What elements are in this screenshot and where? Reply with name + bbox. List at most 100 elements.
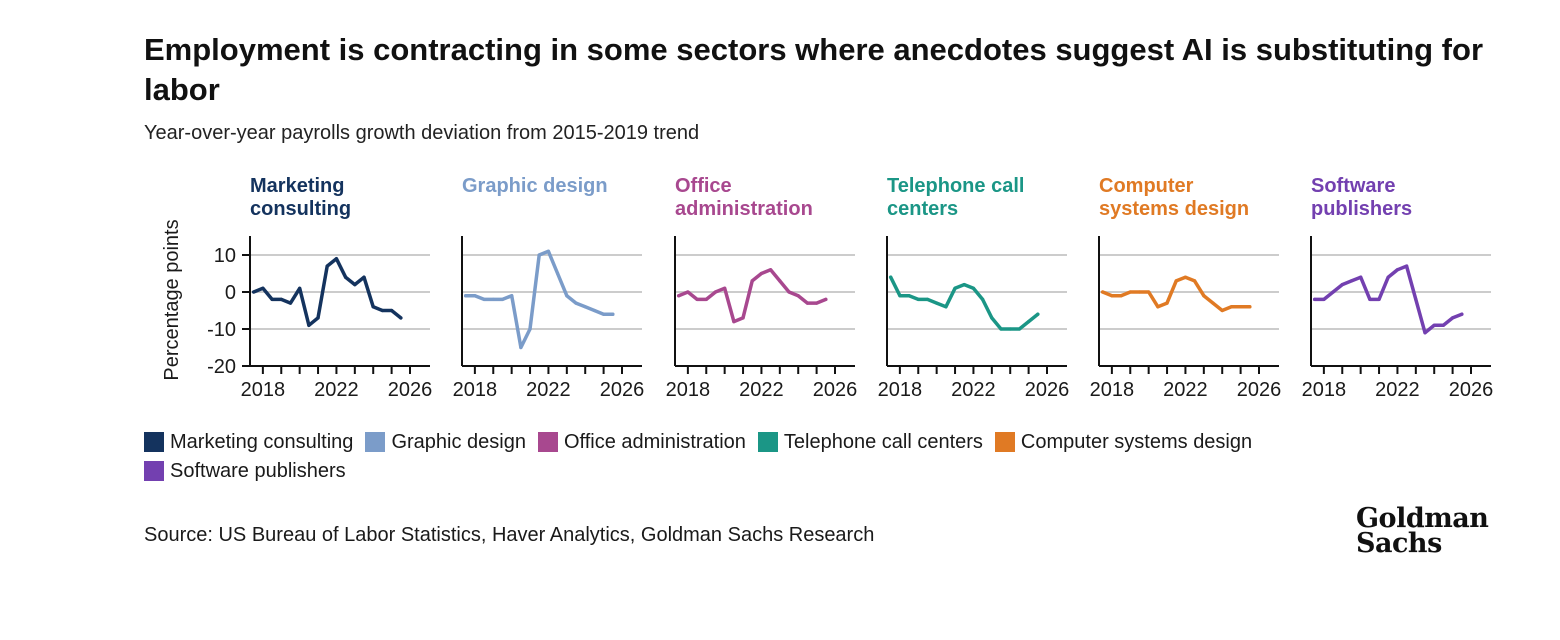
panel-graphic-design: Graphic design 2018 2022 2026: [453, 175, 645, 401]
legend-label: Marketing consulting: [170, 430, 354, 453]
data-point: [769, 268, 773, 272]
legend-item: Office administration: [537, 428, 746, 456]
data-point: [1193, 279, 1197, 283]
x-tick-label: 2018: [878, 379, 923, 401]
data-point: [298, 286, 302, 290]
data-point: [677, 294, 681, 298]
data-point: [916, 297, 920, 301]
data-point: [971, 286, 976, 290]
panel-title: Telephone call: [887, 175, 1024, 197]
data-point: [1147, 290, 1151, 294]
data-point: [252, 290, 256, 294]
data-point: [464, 294, 468, 298]
data-point: [1441, 323, 1446, 327]
panel-title: publishers: [1311, 198, 1412, 220]
data-point: [1174, 279, 1178, 283]
legend-swatch: [144, 461, 164, 481]
x-tick-label: 2018: [241, 379, 286, 401]
data-point: [1202, 294, 1206, 298]
data-point: [1165, 301, 1169, 305]
data-point: [1229, 305, 1234, 309]
data-point: [344, 275, 348, 279]
panel-title: systems design: [1099, 198, 1249, 220]
data-point: [288, 301, 293, 305]
data-point: [1359, 275, 1363, 279]
data-point: [1248, 305, 1252, 309]
legend-swatch: [994, 432, 1015, 452]
data-point: [1331, 290, 1335, 294]
data-point: [907, 294, 911, 298]
x-tick-label: 2022: [951, 379, 996, 401]
data-point: [1137, 290, 1142, 294]
x-tick-label: 2026: [600, 379, 645, 401]
data-point: [556, 271, 560, 276]
chart-subtitle: Year-over-year payrolls growth deviation…: [144, 122, 700, 144]
x-tick-label: 2022: [1375, 379, 1420, 401]
data-point: [695, 297, 699, 301]
data-point: [999, 327, 1003, 331]
logo-line-2: Sachs: [1356, 528, 1442, 559]
data-point: [316, 316, 320, 320]
legend-label: Office administration: [563, 430, 746, 453]
legend-item: Marketing consulting: [144, 428, 353, 456]
data-point: [325, 264, 329, 268]
data-point: [1036, 312, 1040, 316]
data-point: [713, 290, 718, 294]
panel-title: Graphic design: [462, 175, 608, 197]
data-point: [1008, 327, 1012, 331]
data-point: [953, 286, 957, 290]
data-point: [602, 312, 606, 316]
data-point: [1377, 297, 1381, 301]
data-point: [889, 275, 893, 279]
data-point: [944, 305, 948, 309]
data-point: [925, 297, 930, 301]
data-point: [1017, 327, 1022, 331]
data-point: [787, 290, 791, 294]
data-point: [723, 286, 727, 290]
x-tick-label: 2026: [813, 379, 858, 401]
data-point: [574, 301, 578, 305]
y-tick-label: -20: [207, 356, 236, 378]
small-multiples-chart: Percentage points 100-10-20Marketingconsu…: [161, 175, 1493, 401]
legend-swatch: [757, 432, 778, 452]
data-point: [1313, 297, 1317, 301]
data-point: [334, 257, 339, 261]
x-tick-label: 2022: [526, 379, 571, 401]
legend-label: Computer systems design: [1020, 430, 1253, 453]
legend-item: Graphic design: [365, 428, 526, 456]
data-point: [981, 297, 985, 301]
source-note: Source: US Bureau of Labor Statistics, H…: [144, 524, 875, 546]
data-point: [704, 297, 708, 301]
series-line: [676, 268, 828, 324]
y-tick-label: 0: [225, 282, 236, 304]
data-point: [482, 297, 486, 301]
data-point: [261, 286, 265, 290]
data-point: [371, 305, 375, 309]
panel-title: Marketing: [250, 175, 344, 197]
data-point: [1156, 305, 1160, 309]
panel-title: Computer: [1099, 175, 1194, 197]
data-point: [528, 327, 532, 331]
data-point: [1322, 297, 1326, 301]
data-point: [1211, 301, 1215, 305]
data-point: [537, 253, 541, 257]
data-point: [390, 308, 394, 313]
x-tick-label: 2022: [314, 379, 359, 401]
data-point: [565, 294, 569, 298]
data-point: [759, 271, 764, 276]
panel-title: consulting: [250, 198, 351, 220]
goldman-sachs-logo: Goldman Sachs: [1356, 505, 1489, 559]
legend-label: Telephone call centers: [783, 430, 983, 453]
x-tick-label: 2026: [1025, 379, 1070, 401]
y-tick-label: 10: [214, 245, 236, 267]
data-point: [1183, 275, 1188, 279]
data-point: [380, 308, 385, 313]
data-point: [362, 275, 366, 279]
series-line: [463, 249, 615, 350]
data-point: [1239, 305, 1243, 309]
data-point: [307, 323, 311, 327]
data-point: [510, 294, 514, 298]
